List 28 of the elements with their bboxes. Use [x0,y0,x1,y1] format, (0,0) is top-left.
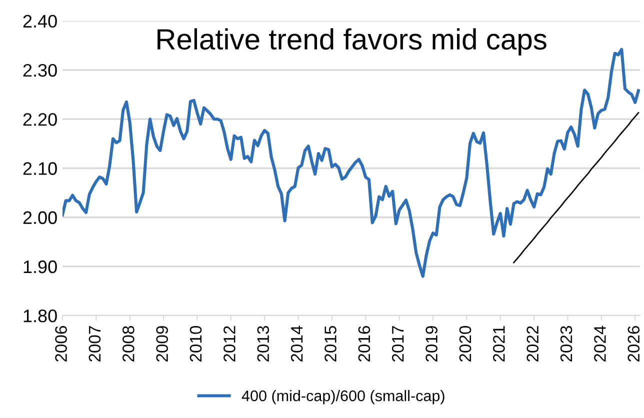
x-tick-label: 2014 [290,326,303,362]
y-tick-label: 2.30 [23,64,57,77]
x-tick-label: 2017 [392,326,404,362]
line-series [513,112,640,264]
x-tick-label: 2021 [493,326,505,362]
x-tick-label: 2023 [560,326,572,362]
x-tick-label: 2007 [88,326,101,362]
x-tick-label: 2013 [257,326,270,362]
x-tick-label: 2010 [190,326,202,362]
x-tick-label: 2008 [122,326,134,362]
y-tick-label: 2.10 [23,162,57,175]
x-tick-label: 2020 [459,326,472,362]
y-tick-label: 2.20 [23,113,57,126]
x-tick-label: 2026 [628,326,640,362]
x-tick-label: 2015 [324,326,336,362]
y-tick-label: 2.00 [23,211,57,224]
x-tick-label: 2022 [526,326,539,362]
y-tick-label: 1.80 [24,310,57,322]
x-tick-label: 2024 [594,326,606,362]
x-tick-label: 2009 [156,326,168,362]
x-tick-label: 2006 [55,326,67,362]
y-tick-label: 1.90 [24,260,57,274]
legend-label: 400 (mid-cap)/600 (small-cap) [242,390,444,404]
y-tick-label: 2.40 [23,14,57,28]
chart-title: Relative trend favors mid caps [158,28,546,56]
x-tick-label: 2019 [426,326,438,362]
x-tick-label: 2012 [224,326,236,362]
x-tick-label: 2016 [358,326,370,362]
